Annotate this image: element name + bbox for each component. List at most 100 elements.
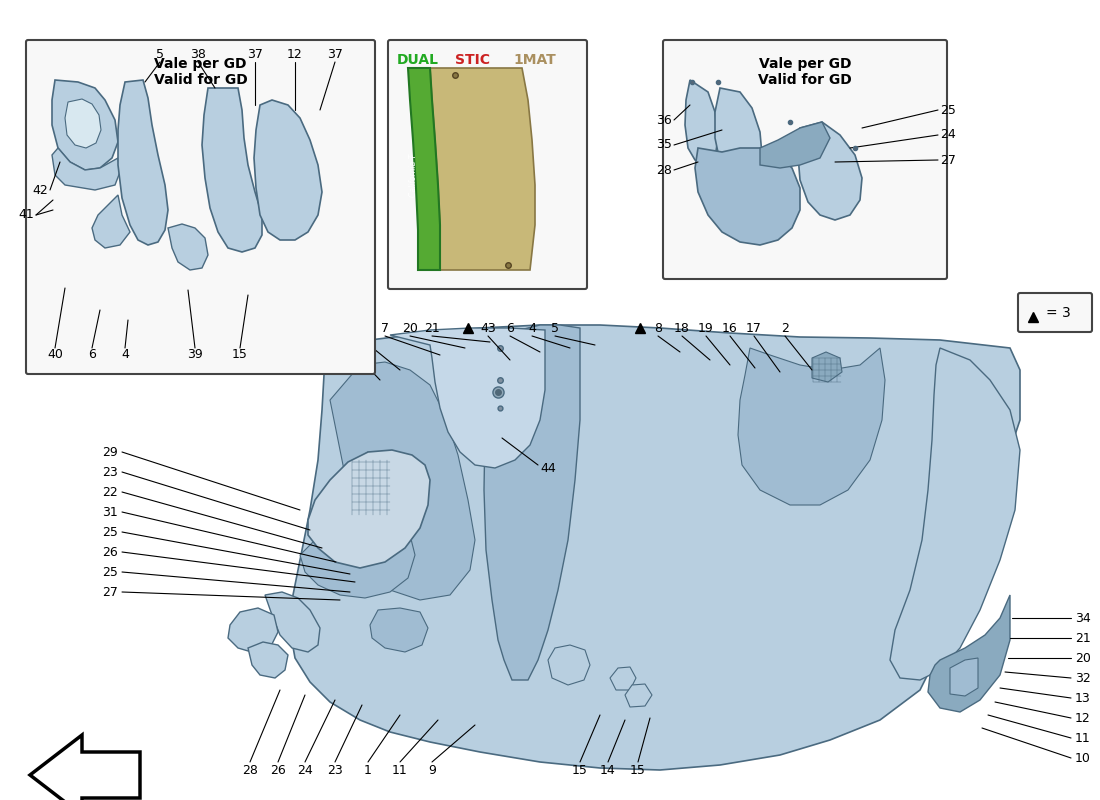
Text: 15: 15 [232, 349, 248, 362]
Text: 21: 21 [425, 322, 440, 334]
Polygon shape [330, 362, 475, 600]
Polygon shape [610, 667, 636, 690]
Text: Vale per GD: Vale per GD [154, 57, 246, 71]
Text: Vale per GD: Vale per GD [759, 57, 851, 71]
Text: 24: 24 [297, 763, 312, 777]
Polygon shape [798, 122, 862, 220]
Text: 42: 42 [32, 183, 48, 197]
Polygon shape [248, 642, 288, 678]
Polygon shape [928, 595, 1010, 712]
Text: 20: 20 [1075, 651, 1091, 665]
Text: 6: 6 [506, 322, 514, 334]
Text: 10: 10 [1075, 751, 1091, 765]
Polygon shape [92, 195, 130, 248]
Text: 27: 27 [940, 154, 956, 166]
Text: DUAL: DUAL [397, 53, 439, 67]
Polygon shape [30, 735, 140, 800]
Polygon shape [308, 450, 430, 568]
Polygon shape [265, 592, 320, 652]
Text: 18: 18 [674, 322, 690, 334]
Polygon shape [228, 608, 278, 653]
Text: 12: 12 [1075, 711, 1091, 725]
Text: 27: 27 [102, 586, 118, 598]
Text: 9: 9 [428, 763, 436, 777]
Polygon shape [390, 328, 544, 468]
Text: California T: California T [409, 154, 418, 197]
Polygon shape [300, 522, 415, 598]
Text: 1MAT: 1MAT [514, 53, 557, 67]
Text: 32: 32 [1075, 671, 1091, 685]
Text: 29: 29 [102, 446, 118, 458]
Text: 13: 13 [1075, 691, 1091, 705]
Text: 4: 4 [528, 322, 536, 334]
Text: 30: 30 [330, 322, 345, 334]
FancyBboxPatch shape [1018, 293, 1092, 332]
Polygon shape [950, 658, 978, 696]
FancyBboxPatch shape [663, 40, 947, 279]
Text: 20: 20 [403, 322, 418, 334]
Polygon shape [890, 348, 1020, 680]
Polygon shape [685, 80, 718, 165]
Polygon shape [484, 325, 580, 680]
Polygon shape [290, 325, 1020, 770]
Text: 8: 8 [654, 322, 662, 334]
Text: 22: 22 [102, 486, 118, 498]
Polygon shape [430, 68, 535, 270]
Text: STIC: STIC [454, 53, 490, 67]
Text: = 3: = 3 [1046, 306, 1070, 320]
Text: Since 1985: Since 1985 [395, 338, 805, 542]
Text: 11: 11 [392, 763, 408, 777]
Text: 44: 44 [540, 462, 556, 474]
Text: 28: 28 [242, 763, 257, 777]
Text: 2: 2 [781, 322, 789, 334]
Polygon shape [348, 452, 392, 515]
Text: Valid for GD: Valid for GD [154, 73, 248, 87]
Text: 43: 43 [480, 322, 496, 334]
Text: 17: 17 [746, 322, 762, 334]
Polygon shape [760, 122, 830, 168]
Text: 6: 6 [88, 349, 96, 362]
Text: 28: 28 [656, 163, 672, 177]
Text: 23: 23 [327, 763, 343, 777]
Text: 25: 25 [102, 526, 118, 538]
Text: 4: 4 [121, 349, 129, 362]
Text: 25: 25 [102, 566, 118, 578]
Text: 7: 7 [381, 322, 389, 334]
Polygon shape [812, 352, 842, 382]
Polygon shape [168, 224, 208, 270]
Polygon shape [370, 608, 428, 652]
Text: 1: 1 [364, 763, 372, 777]
Text: 19: 19 [698, 322, 714, 334]
Polygon shape [408, 68, 440, 270]
Text: 38: 38 [190, 49, 206, 62]
Polygon shape [65, 99, 101, 148]
Text: 31: 31 [102, 506, 118, 518]
Text: Valid for GD: Valid for GD [758, 73, 851, 87]
Polygon shape [202, 88, 262, 252]
Text: 33: 33 [350, 322, 366, 334]
Text: 26: 26 [271, 763, 286, 777]
Text: 5: 5 [156, 49, 164, 62]
Polygon shape [52, 80, 118, 170]
Text: 41: 41 [19, 209, 34, 222]
Polygon shape [625, 684, 652, 707]
FancyBboxPatch shape [388, 40, 587, 289]
Text: 40: 40 [47, 349, 63, 362]
Text: 14: 14 [601, 763, 616, 777]
Polygon shape [695, 148, 800, 245]
Text: 39: 39 [187, 349, 202, 362]
Text: 35: 35 [656, 138, 672, 151]
Text: 34: 34 [1075, 611, 1091, 625]
Text: 5: 5 [551, 322, 559, 334]
Polygon shape [548, 645, 590, 685]
Polygon shape [254, 100, 322, 240]
Text: 23: 23 [102, 466, 118, 478]
Text: 25: 25 [940, 103, 956, 117]
Text: 12: 12 [287, 49, 303, 62]
Text: 37: 37 [248, 49, 263, 62]
Polygon shape [52, 148, 120, 190]
Text: 36: 36 [657, 114, 672, 126]
Text: 15: 15 [630, 763, 646, 777]
Polygon shape [715, 88, 762, 178]
Text: 37: 37 [327, 49, 343, 62]
